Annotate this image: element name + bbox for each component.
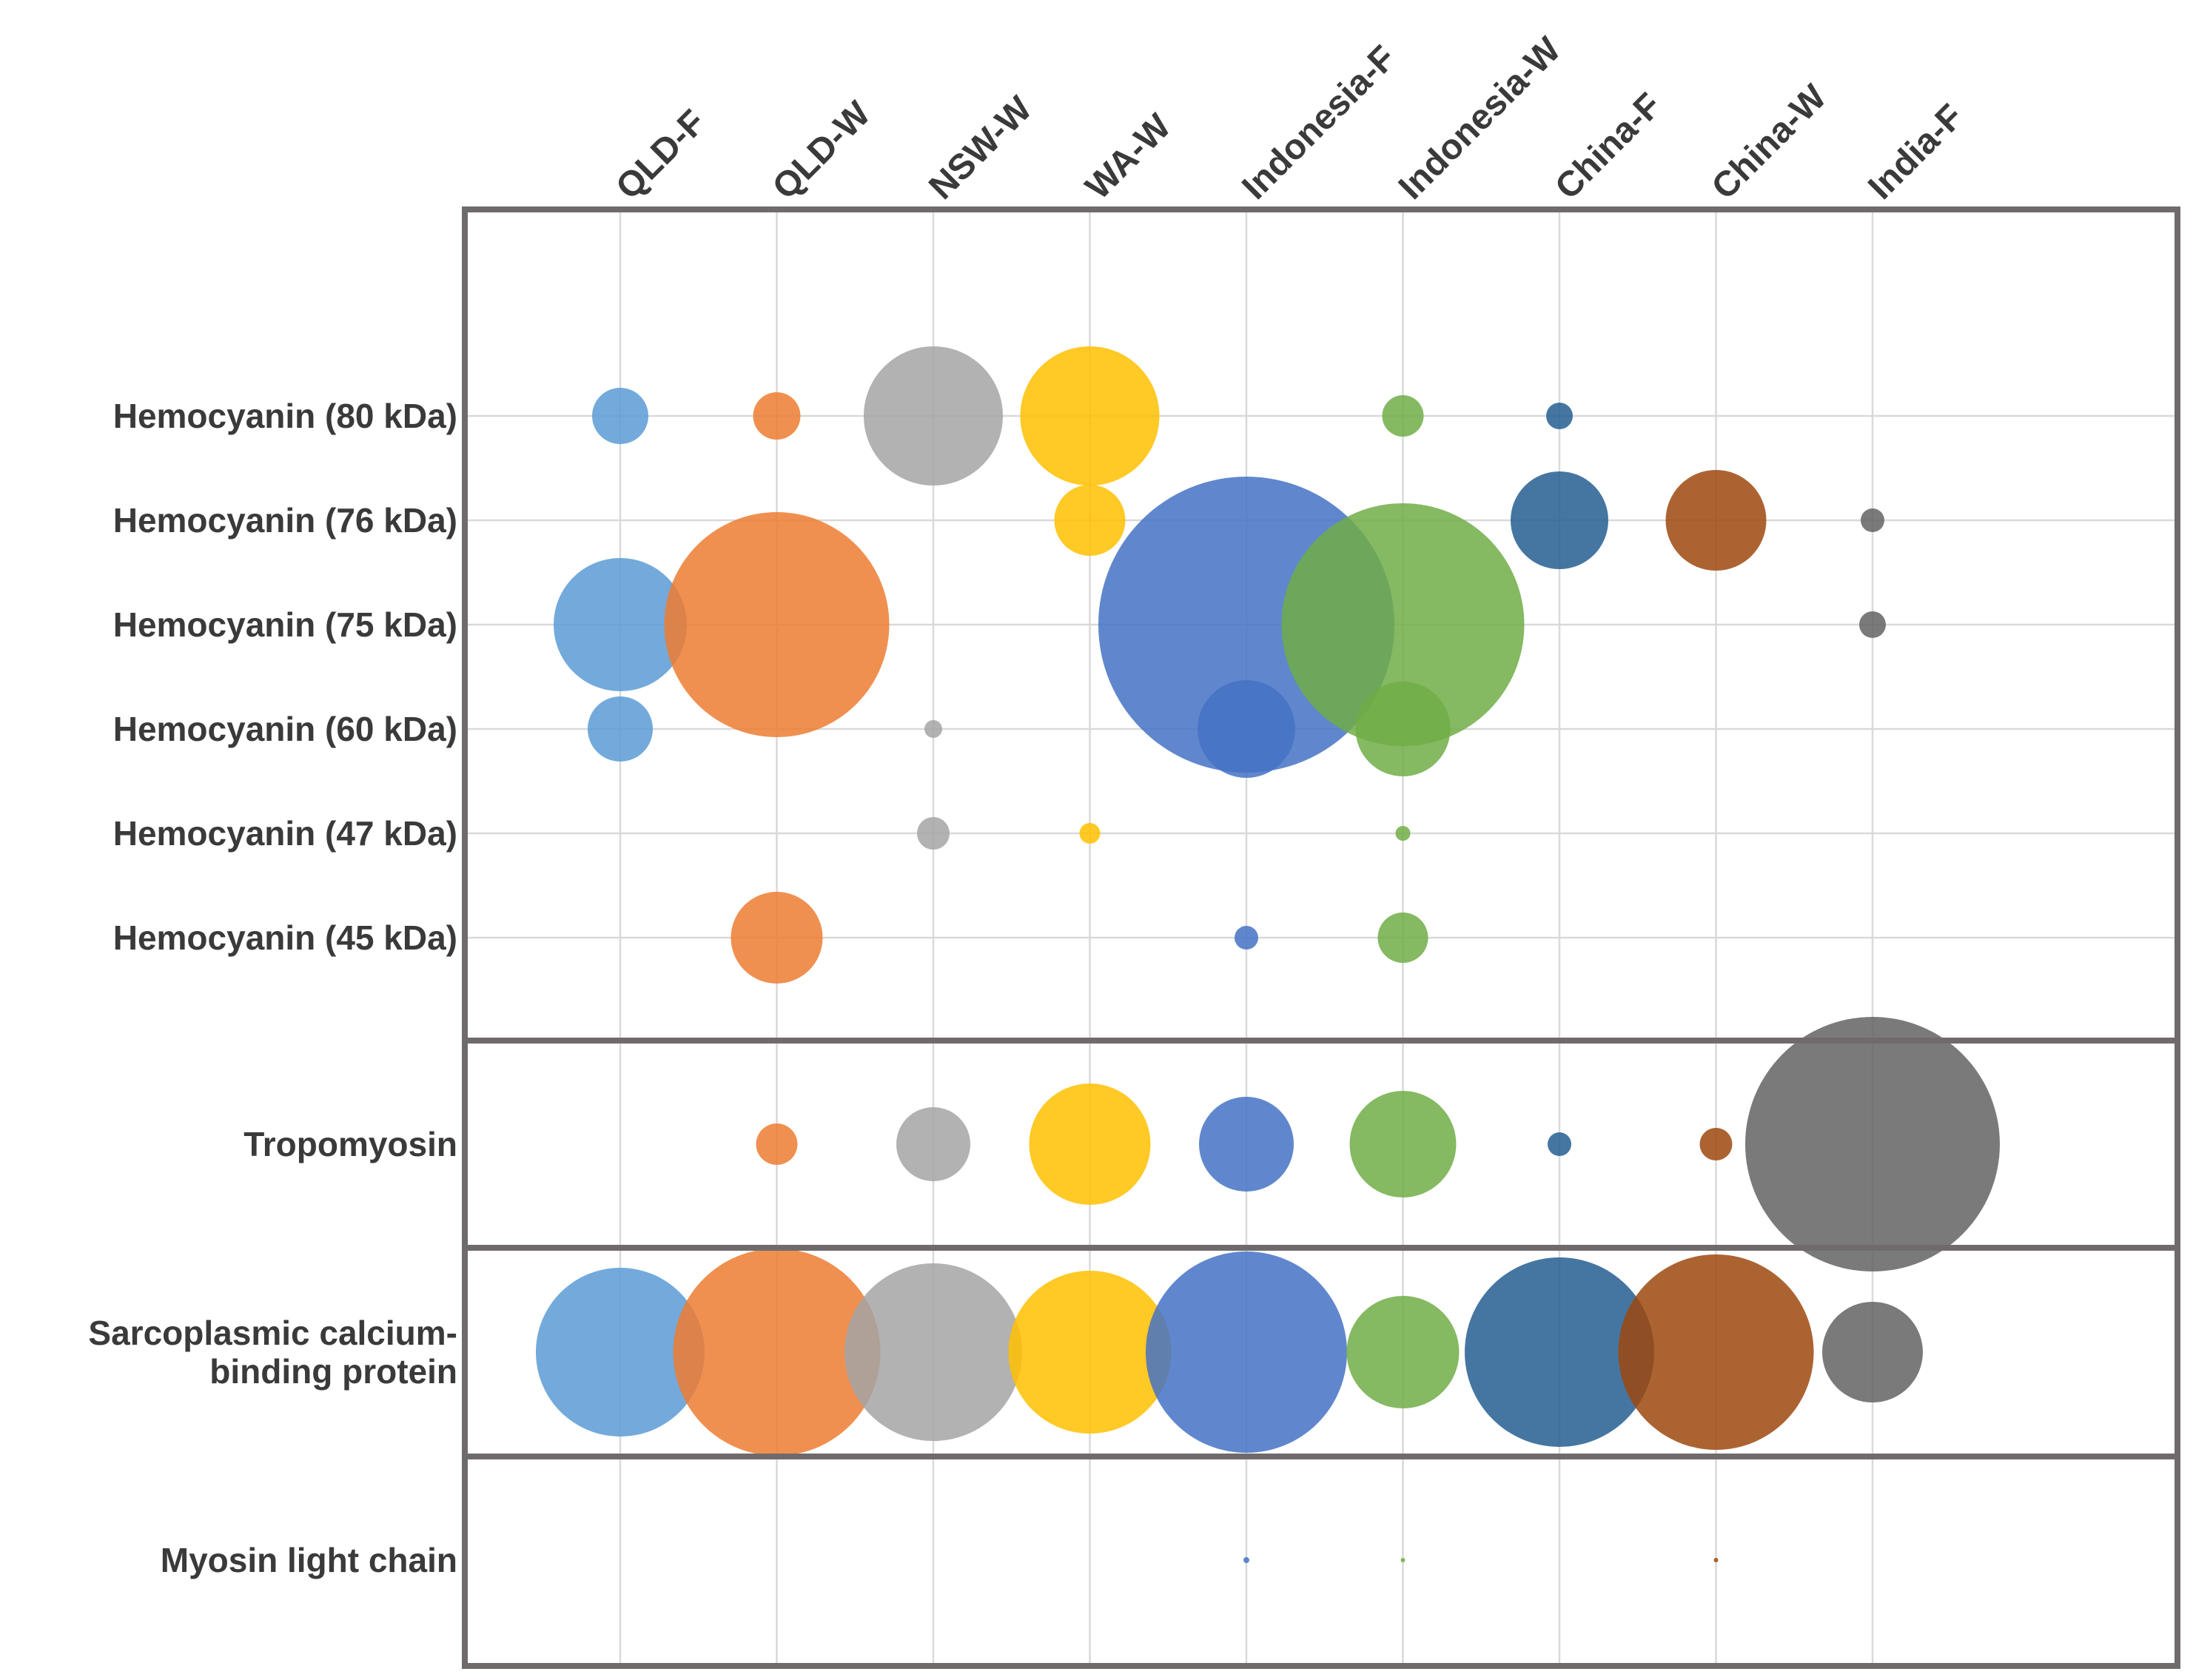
column-label: NSW-W bbox=[921, 89, 1040, 207]
bubble-nsw-w-2-0 bbox=[844, 1263, 1022, 1441]
column-label: India-F bbox=[1861, 97, 1971, 207]
bubble-nsw-w-1-0 bbox=[896, 1107, 970, 1181]
row-label: Sarcoplasmic calcium-binding protein bbox=[88, 1314, 457, 1391]
bubble-indonesia-f-2-0 bbox=[1146, 1251, 1347, 1453]
row-label: Tropomyosin bbox=[244, 1125, 457, 1163]
bubble-india-f-1-0 bbox=[1745, 1017, 2000, 1271]
column-label: WA-W bbox=[1078, 107, 1179, 207]
row-label: Hemocyanin (75 kDa) bbox=[113, 605, 457, 644]
bubble-nsw-w-0-0 bbox=[864, 346, 1003, 485]
bubble-indonesia-w-0-2 bbox=[1281, 503, 1525, 746]
column-label: China-W bbox=[1705, 77, 1835, 207]
bubble-china-w-1-0 bbox=[1699, 1128, 1733, 1160]
bubble-qld-f-0-0 bbox=[592, 388, 648, 444]
bubble-wa-w-0-1 bbox=[1054, 485, 1126, 556]
bubble-qld-f-0-2 bbox=[554, 558, 687, 691]
panel-frame bbox=[462, 1454, 2180, 1669]
bubble-china-f-2-0 bbox=[1465, 1257, 1654, 1447]
bubble-indonesia-w-3-0 bbox=[1400, 1558, 1406, 1562]
bubble-india-f-0-1 bbox=[1861, 508, 1884, 532]
bubble-indonesia-w-2-0 bbox=[1346, 1296, 1460, 1408]
bubble-china-f-1-0 bbox=[1548, 1132, 1571, 1156]
bubble-china-w-0-1 bbox=[1665, 470, 1767, 571]
bubble-qld-w-2-0 bbox=[673, 1249, 881, 1456]
bubble-nsw-w-0-3 bbox=[924, 720, 942, 738]
bubble-indonesia-f-0-5 bbox=[1235, 926, 1258, 950]
bubble-indonesia-w-0-0 bbox=[1382, 395, 1424, 437]
bubble-china-f-0-0 bbox=[1546, 403, 1573, 429]
bubble-china-w-3-0 bbox=[1713, 1558, 1719, 1562]
row-labels: Hemocyanin (80 kDa) Hemocyanin (76 kDa) He… bbox=[88, 397, 457, 1579]
bubble-indonesia-w-0-4 bbox=[1395, 826, 1411, 841]
bubble-indonesia-w-1-0 bbox=[1349, 1091, 1457, 1197]
column-labels: QLD-F QLD-W NSW-W WA-W Indonesia-FIndonesia-… bbox=[608, 30, 1971, 207]
bubble-qld-w-0-5 bbox=[731, 892, 823, 984]
column-label: Indonesia-F bbox=[1235, 38, 1403, 207]
bubble-indonesia-w-0-5 bbox=[1377, 913, 1428, 963]
bubble-qld-w-0-0 bbox=[753, 392, 801, 440]
bubble-indonesia-f-0-3 bbox=[1198, 680, 1295, 778]
row-label: Myosin light chain bbox=[161, 1541, 457, 1579]
bubble-nsw-w-0-4 bbox=[917, 817, 950, 850]
column-label: China-F bbox=[1548, 86, 1669, 207]
panel-frames bbox=[462, 206, 2180, 1669]
bubble-indonesia-f-1-0 bbox=[1199, 1097, 1294, 1192]
bubble-wa-w-0-4 bbox=[1079, 823, 1101, 844]
bubble-qld-f-2-0 bbox=[536, 1268, 705, 1437]
bubble-wa-w-1-0 bbox=[1029, 1083, 1151, 1205]
row-label: Hemocyanin (45 kDa) bbox=[113, 918, 457, 957]
bubble-india-f-2-0 bbox=[1822, 1302, 1923, 1402]
column-label: QLD-F bbox=[608, 103, 713, 207]
bubble-china-w-2-0 bbox=[1618, 1254, 1814, 1450]
row-label: Hemocyanin (76 kDa) bbox=[113, 501, 457, 540]
bubble-qld-f-0-3 bbox=[588, 696, 653, 762]
bubble-qld-w-0-2 bbox=[664, 512, 890, 737]
row-label: Hemocyanin (60 kDa) bbox=[113, 710, 457, 748]
bubble-india-f-0-2 bbox=[1859, 611, 1886, 638]
gridlines bbox=[463, 209, 2177, 1666]
row-label: Hemocyanin (47 kDa) bbox=[113, 814, 457, 853]
column-label: Indonesia-W bbox=[1391, 30, 1569, 207]
row-label: Hemocyanin (80 kDa) bbox=[113, 397, 457, 435]
bubble-indonesia-w-0-3 bbox=[1355, 682, 1451, 776]
bubble-wa-w-2-0 bbox=[1008, 1271, 1172, 1434]
bubble-qld-w-1-0 bbox=[756, 1123, 798, 1165]
bubble-indonesia-f-3-0 bbox=[1243, 1557, 1249, 1563]
column-label: QLD-W bbox=[765, 94, 879, 207]
bubble-wa-w-0-0 bbox=[1020, 346, 1160, 485]
bubble-china-f-0-1 bbox=[1511, 471, 1608, 569]
bubbles bbox=[536, 346, 2000, 1563]
